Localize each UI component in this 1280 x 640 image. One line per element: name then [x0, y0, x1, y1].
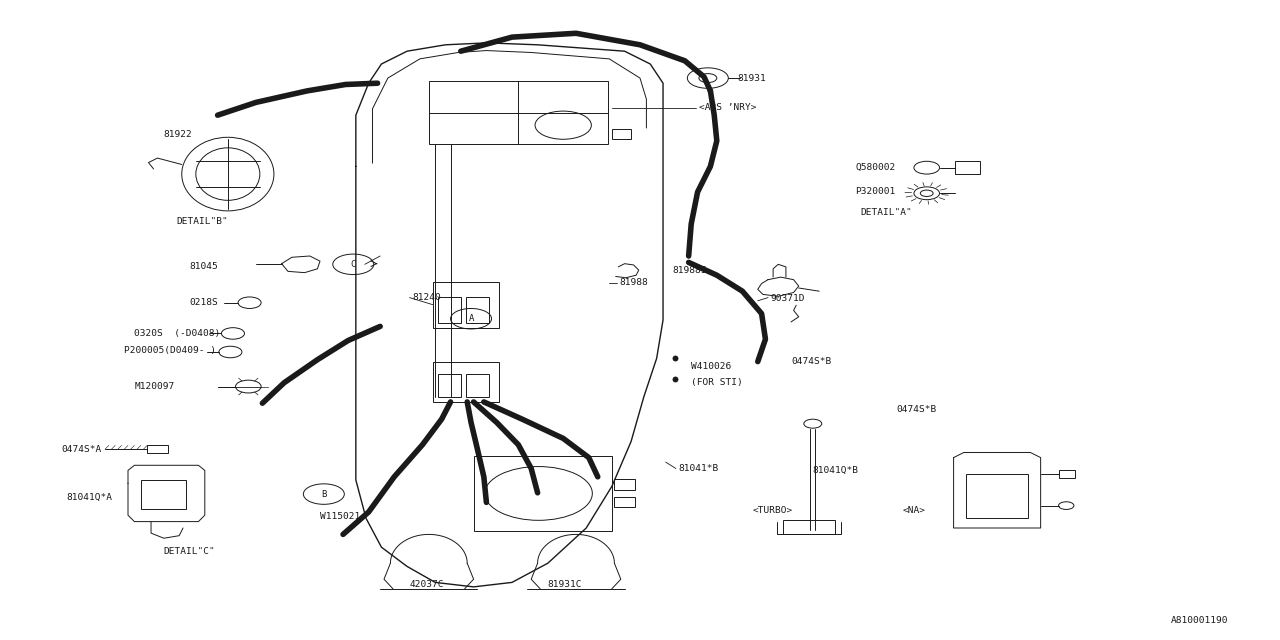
Text: 90371D: 90371D: [771, 294, 805, 303]
Text: DETAIL"A": DETAIL"A": [860, 208, 911, 217]
Text: C: C: [351, 260, 356, 269]
Text: 42037C: 42037C: [410, 580, 444, 589]
Text: Q580002: Q580002: [855, 163, 895, 172]
Bar: [429, 81, 608, 144]
Bar: [466, 297, 489, 323]
Text: 81041Q*A: 81041Q*A: [67, 493, 113, 502]
Text: 81041Q*B: 81041Q*B: [813, 466, 859, 475]
Text: 0474S*B: 0474S*B: [896, 405, 936, 414]
Text: P320001: P320001: [855, 188, 895, 196]
Bar: [147, 445, 168, 453]
Text: 0320S  (-D0408): 0320S (-D0408): [134, 329, 220, 338]
Text: W410026: W410026: [691, 362, 731, 371]
Bar: [1059, 470, 1075, 478]
Bar: [466, 374, 489, 397]
Text: 81931C: 81931C: [548, 580, 582, 589]
Text: 81922: 81922: [164, 130, 192, 139]
Text: (FOR STI): (FOR STI): [691, 378, 742, 387]
Bar: [433, 282, 499, 328]
Bar: [612, 129, 631, 139]
Text: 81931: 81931: [737, 74, 765, 83]
Bar: [955, 161, 980, 174]
Text: M120097: M120097: [134, 382, 174, 391]
Text: <TURBO>: <TURBO>: [753, 506, 792, 515]
Bar: [474, 456, 612, 531]
Text: <ABS ’NRY>: <ABS ’NRY>: [699, 103, 756, 112]
Text: <NA>: <NA>: [902, 506, 925, 515]
Bar: [966, 474, 1028, 518]
Text: 0474S*B: 0474S*B: [791, 357, 831, 366]
Text: DETAIL"C": DETAIL"C": [164, 547, 215, 556]
Bar: [438, 374, 461, 397]
Text: W115021: W115021: [320, 512, 360, 521]
Text: 81240: 81240: [412, 293, 440, 302]
Text: 81041*B: 81041*B: [678, 464, 718, 473]
Bar: [614, 497, 635, 507]
Text: A: A: [468, 314, 474, 323]
Text: 0474S*A: 0474S*A: [61, 445, 101, 454]
Text: P200005(D0409- ): P200005(D0409- ): [124, 346, 216, 355]
Bar: [433, 362, 499, 402]
Bar: [614, 479, 635, 490]
Text: 81988I: 81988I: [672, 266, 707, 275]
Text: 81045: 81045: [189, 262, 218, 271]
Bar: [438, 297, 461, 323]
Bar: [783, 520, 835, 534]
Text: A810001190: A810001190: [1171, 616, 1229, 625]
Text: 0218S: 0218S: [189, 298, 218, 307]
Bar: [141, 480, 186, 509]
Text: 81988: 81988: [620, 278, 648, 287]
Text: B: B: [321, 490, 326, 499]
Text: DETAIL"B": DETAIL"B": [177, 217, 228, 226]
